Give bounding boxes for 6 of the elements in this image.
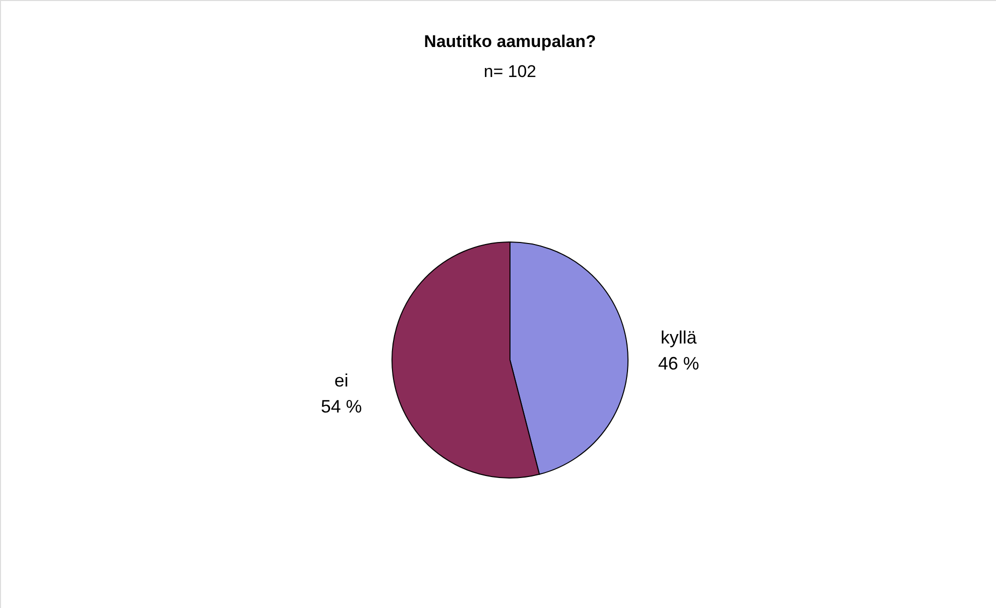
chart-title: Nautitko aamupalan? [424,32,596,51]
slice-label: ei [334,370,348,390]
data-label: 54 % [320,396,362,416]
slice-label: kyllä [660,328,698,348]
chart-subtitle: n= 102 [484,62,536,81]
data-label: 46 % [658,354,700,374]
